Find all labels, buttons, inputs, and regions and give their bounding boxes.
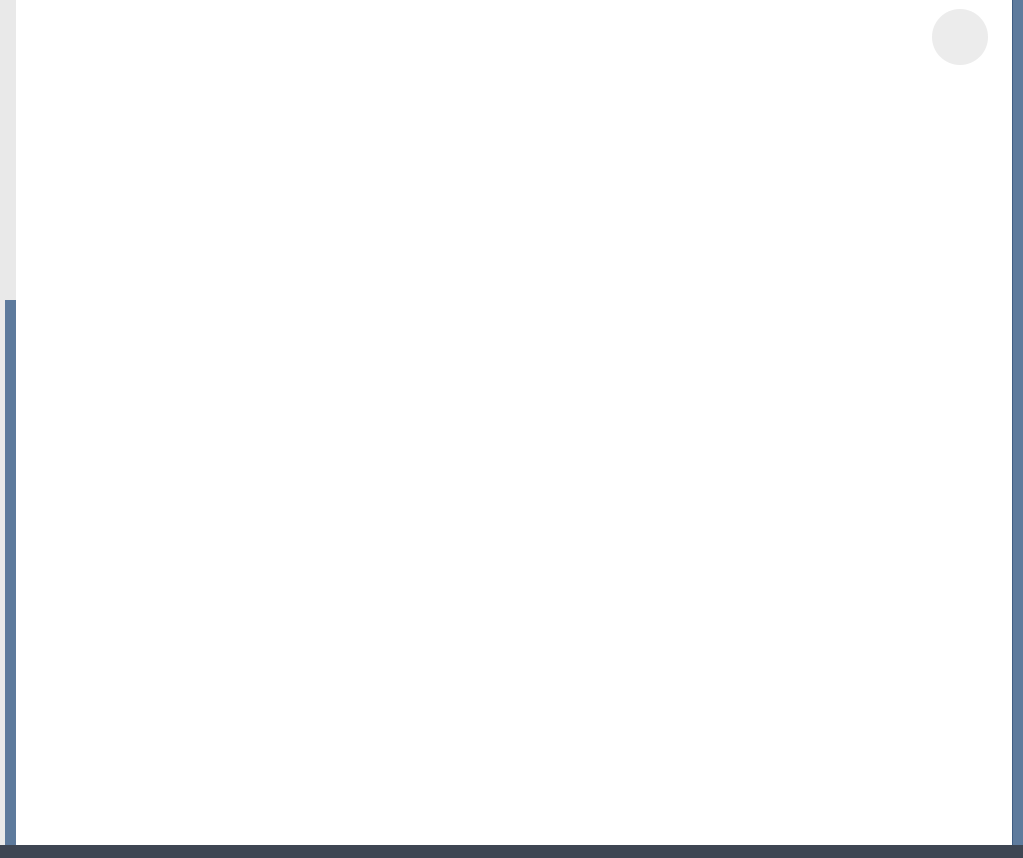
right-scrollbar[interactable] [1012,0,1023,845]
left-scrollbar-thumb[interactable] [5,300,16,845]
close-button[interactable] [932,9,988,65]
bottom-taskbar[interactable] [0,845,1023,858]
